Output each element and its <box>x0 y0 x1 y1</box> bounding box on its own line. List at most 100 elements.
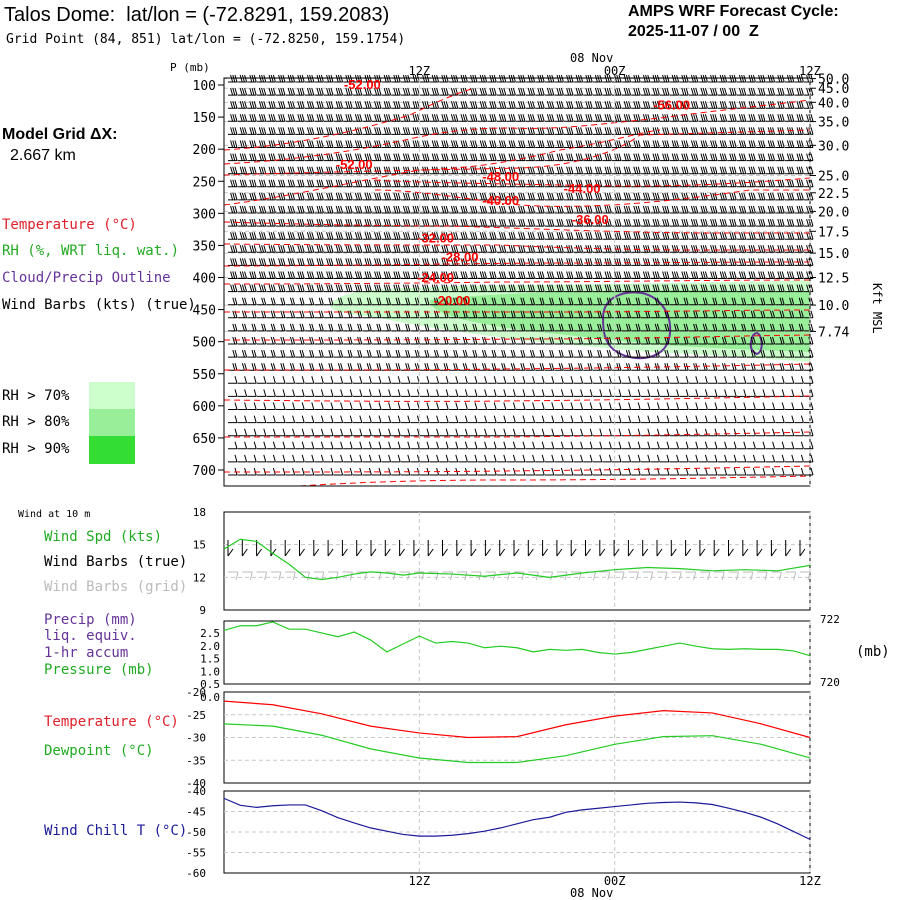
wind-barb <box>564 179 574 188</box>
legend-cloud: Cloud/Precip Outline <box>2 270 171 286</box>
wind-barb-grid <box>556 571 568 581</box>
pressure-tick-label: 150 <box>193 111 216 126</box>
bottom-time-tick-label: 12Z <box>408 874 430 888</box>
wind-barb <box>717 389 728 397</box>
wind-barb <box>429 140 440 148</box>
wind-barb <box>228 127 238 135</box>
wind-barb <box>727 140 737 148</box>
wind-barb <box>717 166 728 175</box>
wind-barb <box>420 153 430 162</box>
wind-barb <box>765 376 776 384</box>
wind-barb <box>400 402 411 410</box>
wind-barb <box>765 140 776 148</box>
wind-barb <box>679 232 689 240</box>
wind-barb <box>669 245 680 253</box>
wind-barb <box>592 441 603 450</box>
wind-barb <box>352 205 363 214</box>
wind-barb <box>448 389 459 397</box>
wind-barb <box>477 284 488 293</box>
wind-barb <box>372 258 382 266</box>
wind-barb <box>352 101 363 109</box>
wind-barb <box>765 192 776 201</box>
wind-barb <box>698 441 708 450</box>
wind-barb <box>372 245 382 253</box>
wind-barb <box>381 415 392 424</box>
wind-barb <box>746 218 756 227</box>
wind-barb <box>640 428 651 437</box>
wind-barb <box>266 402 276 410</box>
wind-barb <box>621 140 632 148</box>
wind-barb-true <box>484 540 491 557</box>
wind-barb-grid <box>614 571 625 581</box>
wind-barb <box>496 441 507 450</box>
wind-barb <box>554 140 564 148</box>
wind-barb <box>362 323 372 332</box>
height-tick-label: 12.5 <box>818 272 849 287</box>
wind-barb <box>372 297 382 306</box>
wind-barb <box>314 454 324 463</box>
wind-barb <box>775 284 785 293</box>
wind-barb <box>525 179 536 188</box>
temperature-contour-label: -48.00 <box>482 169 519 184</box>
wind-barb <box>506 284 516 293</box>
wind-barb <box>669 349 680 358</box>
wind-barb <box>775 467 785 476</box>
wind-barb <box>304 153 315 162</box>
wind-barb <box>679 441 689 450</box>
wind-barb <box>640 140 651 148</box>
wind-barb <box>381 192 392 201</box>
wind-barb <box>381 179 392 188</box>
wind-y-tick-label: 18 <box>193 506 206 519</box>
wind-barb <box>660 258 670 266</box>
temperature-contour <box>374 177 811 187</box>
wind-barb <box>333 454 344 463</box>
wind-barb <box>669 271 680 279</box>
wind-barb <box>487 349 497 358</box>
wind-barb <box>448 271 459 279</box>
wind-barb <box>516 153 526 162</box>
wind-barb <box>775 454 785 463</box>
wind-barb <box>324 454 334 463</box>
wind-barb <box>506 454 516 463</box>
wind-barb-true <box>742 540 749 557</box>
wind-barb <box>564 402 574 410</box>
wind-barb <box>256 402 267 410</box>
wind-barb <box>775 415 785 424</box>
wind-barb <box>631 376 641 384</box>
wind-y-tick-label: 9 <box>199 604 206 617</box>
wind-barb <box>640 454 651 463</box>
wind-barb <box>439 179 449 188</box>
wind-barb <box>573 428 584 437</box>
wind-barb <box>304 101 315 109</box>
wind-barb <box>276 205 286 214</box>
wind-barb-true <box>284 540 291 557</box>
wind-barb <box>544 140 555 148</box>
wind-barb <box>669 389 680 397</box>
wind-barb-grid <box>671 571 682 581</box>
wind-barb <box>352 297 363 306</box>
wind-barb <box>228 297 238 306</box>
wind-barb <box>717 232 728 240</box>
wind-barb <box>583 258 593 266</box>
wind-barb <box>525 87 536 96</box>
wind-barb <box>544 428 555 437</box>
wind-barb <box>477 323 488 332</box>
windchill-y-tick-label: -55 <box>186 847 206 860</box>
wind-barb <box>775 428 785 437</box>
wind-barb <box>775 179 785 188</box>
wind-barb <box>256 140 267 148</box>
temperature-contour-label: -52.00 <box>344 77 381 92</box>
wind-barb <box>276 245 286 253</box>
wind-barb <box>372 114 382 122</box>
wind-barb <box>756 127 766 135</box>
windchill-y-tick-label: -60 <box>186 867 206 880</box>
wind-barb <box>448 336 459 345</box>
wind-barb <box>621 284 632 293</box>
wind-barb <box>429 363 440 371</box>
wind-barb <box>775 349 785 358</box>
wind-barb <box>535 232 545 240</box>
wind-barb <box>775 271 785 279</box>
wind-barb <box>640 297 651 306</box>
wind-barb <box>525 218 536 227</box>
wind-barb <box>736 336 747 345</box>
